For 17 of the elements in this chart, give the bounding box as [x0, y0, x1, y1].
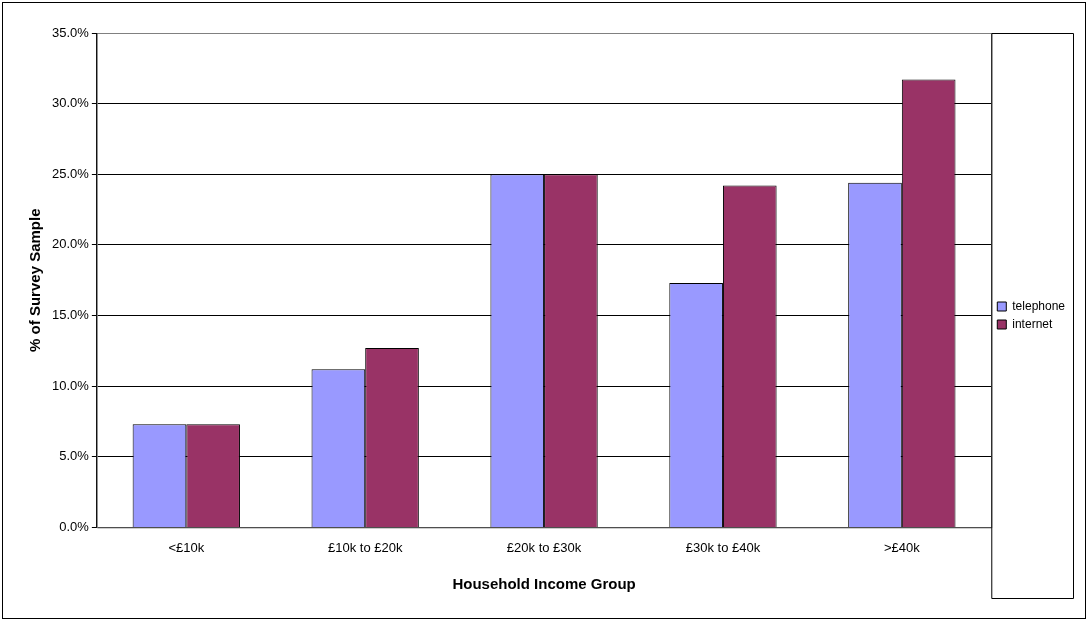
y-tick-label: 0.0% — [59, 518, 90, 534]
legend-label: telephone — [1012, 298, 1066, 313]
y-tick-label: 25.0% — [51, 165, 90, 181]
x-tick-label: >£40k — [883, 539, 921, 555]
legend-label: internet — [1012, 316, 1053, 331]
y-tick-label: 10.0% — [51, 377, 90, 393]
y-tick-label: 30.0% — [51, 95, 90, 111]
x-tick-label: £10k to £20k — [327, 539, 403, 555]
y-tick-label: 5.0% — [59, 448, 90, 464]
y-tick-label: 15.0% — [51, 307, 90, 323]
y-tick-label: 20.0% — [51, 236, 90, 252]
x-tick-label: £30k to £40k — [685, 539, 761, 555]
y-axis-title: % of Survey Sample — [26, 208, 44, 352]
x-tick-label: <£10k — [168, 539, 205, 555]
x-tick-label: £20k to £30k — [506, 539, 582, 555]
x-axis-title: Household Income Group — [452, 575, 636, 593]
y-tick-label: 35.0% — [51, 24, 90, 40]
